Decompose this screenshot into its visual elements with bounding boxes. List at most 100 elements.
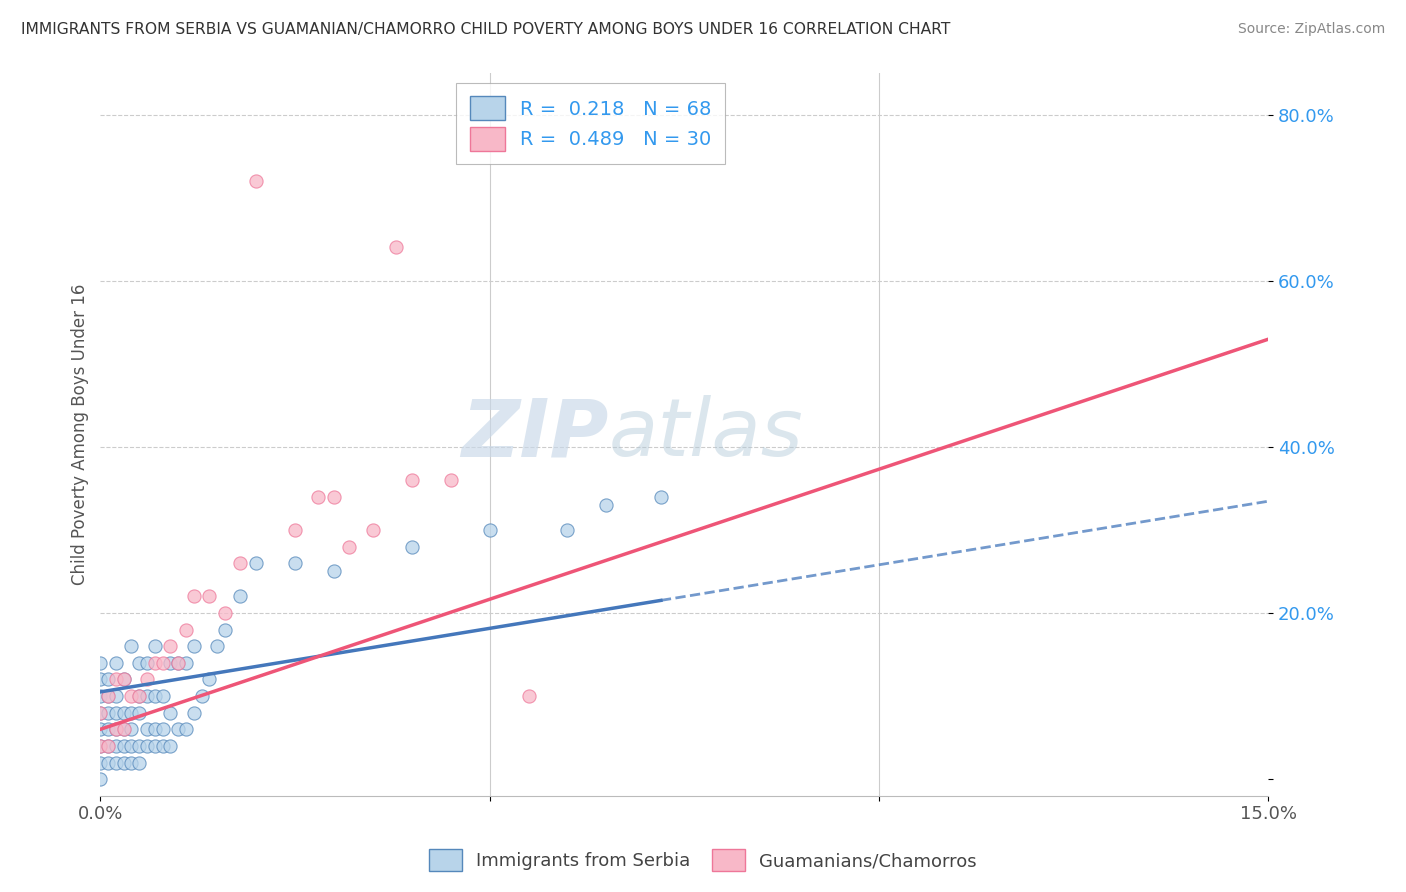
- Point: [152, 689, 174, 703]
- Point: [143, 739, 166, 753]
- Point: [174, 656, 197, 670]
- Point: [104, 739, 127, 753]
- Point: [307, 490, 329, 504]
- Point: [198, 673, 221, 687]
- Point: [136, 673, 159, 687]
- Point: [104, 689, 127, 703]
- Point: [97, 689, 120, 703]
- Point: [190, 689, 212, 703]
- Point: [97, 756, 120, 770]
- Point: [174, 723, 197, 737]
- Point: [174, 623, 197, 637]
- Text: Source: ZipAtlas.com: Source: ZipAtlas.com: [1237, 22, 1385, 37]
- Legend: Immigrants from Serbia, Guamanians/Chamorros: Immigrants from Serbia, Guamanians/Chamo…: [422, 842, 984, 879]
- Point: [104, 723, 127, 737]
- Point: [121, 706, 143, 720]
- Point: [229, 556, 252, 570]
- Point: [112, 739, 135, 753]
- Point: [121, 639, 143, 653]
- Point: [97, 689, 120, 703]
- Point: [214, 623, 236, 637]
- Point: [128, 689, 150, 703]
- Point: [152, 723, 174, 737]
- Point: [89, 772, 111, 786]
- Point: [128, 689, 150, 703]
- Point: [159, 739, 181, 753]
- Point: [159, 706, 181, 720]
- Point: [183, 590, 205, 604]
- Point: [89, 673, 111, 687]
- Point: [205, 639, 228, 653]
- Point: [478, 523, 501, 537]
- Point: [121, 723, 143, 737]
- Point: [128, 656, 150, 670]
- Point: [121, 756, 143, 770]
- Point: [89, 756, 111, 770]
- Point: [136, 723, 159, 737]
- Point: [128, 706, 150, 720]
- Point: [121, 739, 143, 753]
- Point: [322, 490, 344, 504]
- Point: [339, 540, 361, 554]
- Point: [89, 706, 111, 720]
- Point: [89, 706, 111, 720]
- Point: [595, 498, 617, 512]
- Point: [136, 689, 159, 703]
- Point: [104, 723, 127, 737]
- Point: [152, 656, 174, 670]
- Point: [401, 540, 423, 554]
- Point: [112, 723, 135, 737]
- Point: [143, 639, 166, 653]
- Point: [557, 523, 579, 537]
- Point: [167, 723, 190, 737]
- Point: [128, 756, 150, 770]
- Point: [89, 723, 111, 737]
- Point: [112, 723, 135, 737]
- Point: [152, 739, 174, 753]
- Legend: R =  0.218   N = 68, R =  0.489   N = 30: R = 0.218 N = 68, R = 0.489 N = 30: [457, 83, 725, 164]
- Point: [143, 689, 166, 703]
- Point: [128, 739, 150, 753]
- Point: [89, 656, 111, 670]
- Point: [121, 689, 143, 703]
- Point: [214, 606, 236, 620]
- Point: [401, 473, 423, 487]
- Point: [322, 565, 344, 579]
- Point: [245, 174, 267, 188]
- Point: [229, 590, 252, 604]
- Point: [385, 240, 408, 254]
- Point: [97, 723, 120, 737]
- Point: [104, 706, 127, 720]
- Point: [143, 723, 166, 737]
- Point: [361, 523, 384, 537]
- Point: [97, 673, 120, 687]
- Point: [167, 656, 190, 670]
- Point: [97, 739, 120, 753]
- Point: [97, 706, 120, 720]
- Point: [284, 523, 307, 537]
- Point: [167, 656, 190, 670]
- Point: [104, 656, 127, 670]
- Point: [112, 706, 135, 720]
- Point: [517, 689, 540, 703]
- Point: [650, 490, 672, 504]
- Point: [112, 756, 135, 770]
- Point: [136, 739, 159, 753]
- Point: [245, 556, 267, 570]
- Point: [440, 473, 463, 487]
- Text: IMMIGRANTS FROM SERBIA VS GUAMANIAN/CHAMORRO CHILD POVERTY AMONG BOYS UNDER 16 C: IMMIGRANTS FROM SERBIA VS GUAMANIAN/CHAM…: [21, 22, 950, 37]
- Point: [104, 756, 127, 770]
- Point: [112, 673, 135, 687]
- Point: [284, 556, 307, 570]
- Text: ZIP: ZIP: [461, 395, 609, 474]
- Point: [183, 639, 205, 653]
- Point: [136, 656, 159, 670]
- Point: [89, 739, 111, 753]
- Point: [183, 706, 205, 720]
- Y-axis label: Child Poverty Among Boys Under 16: Child Poverty Among Boys Under 16: [72, 284, 89, 585]
- Point: [89, 689, 111, 703]
- Point: [159, 656, 181, 670]
- Point: [159, 639, 181, 653]
- Point: [104, 673, 127, 687]
- Point: [112, 673, 135, 687]
